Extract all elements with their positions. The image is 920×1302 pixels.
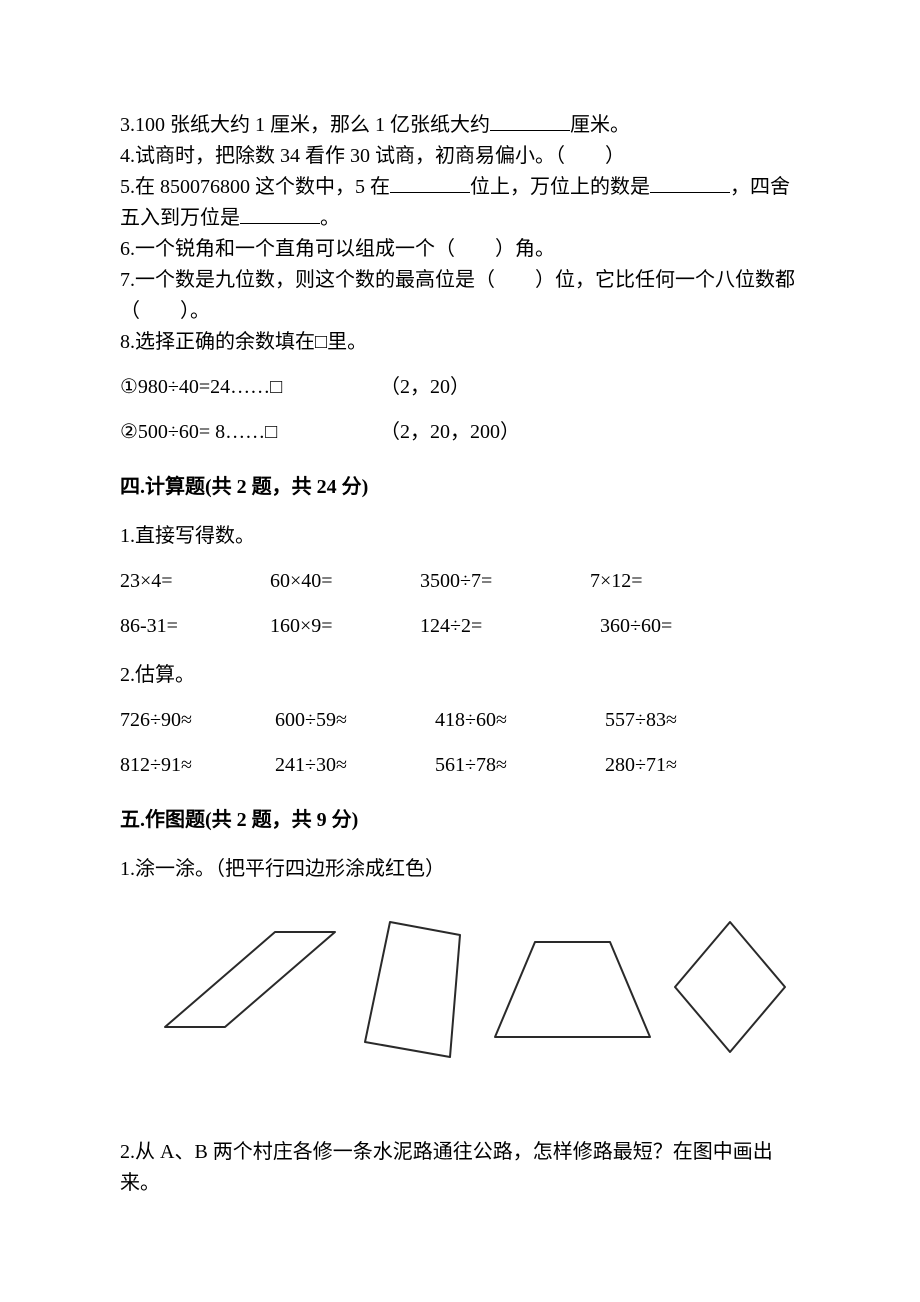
q3-suffix: 厘米。 <box>570 114 630 136</box>
question-5-line2: 五入到万位是 。 <box>120 203 800 234</box>
calc1-r2-c: 124÷2= <box>420 611 600 642</box>
q8-2-expr: ②500÷60= 8……□ <box>120 417 380 448</box>
question-5-line1: 5.在 850076800 这个数中，5 在 位上，万位上的数是 ，四舍 <box>120 172 800 203</box>
calc2-r1-d: 557÷83≈ <box>605 705 677 736</box>
shapes-figure <box>120 907 800 1097</box>
section-5-title: 五.作图题(共 2 题，共 9 分) <box>120 805 800 836</box>
calc1-r2-a: 86-31= <box>120 611 270 642</box>
sec4-q1: 1.直接写得数。 <box>120 521 800 552</box>
calc2-r1-c: 418÷60≈ <box>435 705 605 736</box>
sec4-q2: 2.估算。 <box>120 660 800 691</box>
q3-prefix: 3.100 张纸大约 1 厘米，那么 1 亿张纸大约 <box>120 114 490 136</box>
shape-trapezoid <box>495 942 650 1037</box>
q5-e: 。 <box>320 207 340 229</box>
calc2-r1-a: 726÷90≈ <box>120 705 275 736</box>
question-8: 8.选择正确的余数填在□里。 <box>120 327 800 358</box>
calc2-r2-a: 812÷91≈ <box>120 750 275 781</box>
question-7-line1: 7.一个数是九位数，则这个数的最高位是（ ）位，它比任何一个八位数都 <box>120 265 800 296</box>
calc1-r1-d: 7×12= <box>590 566 643 597</box>
sec5-q2: 2.从 A、B 两个村庄各修一条水泥路通往公路，怎样修路最短？在图中画出来。 <box>120 1137 800 1199</box>
q5-b: 位上，万位上的数是 <box>470 176 650 198</box>
q5-d: 五入到万位是 <box>120 207 240 229</box>
q5-blank2 <box>650 172 730 193</box>
q8-1-opts: （2，20） <box>380 372 470 403</box>
shape-parallelogram-1 <box>165 932 335 1027</box>
sec5-q1: 1.涂一涂。（把平行四边形涂成红色） <box>120 854 800 885</box>
calc1-row2: 86-31= 160×9= 124÷2= 360÷60= <box>120 611 800 642</box>
shape-quadrilateral-2 <box>365 922 460 1057</box>
calc1-r1-c: 3500÷7= <box>420 566 590 597</box>
question-3: 3.100 张纸大约 1 厘米，那么 1 亿张纸大约 厘米。 <box>120 110 800 141</box>
q5-a: 5.在 850076800 这个数中，5 在 <box>120 176 390 198</box>
section-4-title: 四.计算题(共 2 题，共 24 分) <box>120 472 800 503</box>
calc2-r2-c: 561÷78≈ <box>435 750 605 781</box>
calc1-row1: 23×4= 60×40= 3500÷7= 7×12= <box>120 566 800 597</box>
q8-2-opts: （2，20，200） <box>380 417 520 448</box>
q3-blank <box>490 110 570 131</box>
calc1-r2-b: 160×9= <box>270 611 420 642</box>
calc2-r2-d: 280÷71≈ <box>605 750 677 781</box>
calc2-row1: 726÷90≈ 600÷59≈ 418÷60≈ 557÷83≈ <box>120 705 800 736</box>
calc1-r1-a: 23×4= <box>120 566 270 597</box>
q8-sub1: ①980÷40=24……□ （2，20） <box>120 372 800 403</box>
q5-c: ，四舍 <box>730 176 790 198</box>
q8-1-expr: ①980÷40=24……□ <box>120 372 380 403</box>
question-7-line2: （ ）。 <box>120 296 800 327</box>
shapes-svg <box>120 907 800 1087</box>
calc2-r1-b: 600÷59≈ <box>275 705 435 736</box>
calc1-r1-b: 60×40= <box>270 566 420 597</box>
q8-sub2: ②500÷60= 8……□ （2，20，200） <box>120 417 800 448</box>
calc2-r2-b: 241÷30≈ <box>275 750 435 781</box>
calc1-r2-d: 360÷60= <box>600 611 672 642</box>
question-6: 6.一个锐角和一个直角可以组成一个（ ）角。 <box>120 234 800 265</box>
question-4: 4.试商时，把除数 34 看作 30 试商，初商易偏小。（ ） <box>120 141 800 172</box>
calc2-row2: 812÷91≈ 241÷30≈ 561÷78≈ 280÷71≈ <box>120 750 800 781</box>
q5-blank3 <box>240 203 320 224</box>
shape-rhombus <box>675 922 785 1052</box>
q5-blank1 <box>390 172 470 193</box>
